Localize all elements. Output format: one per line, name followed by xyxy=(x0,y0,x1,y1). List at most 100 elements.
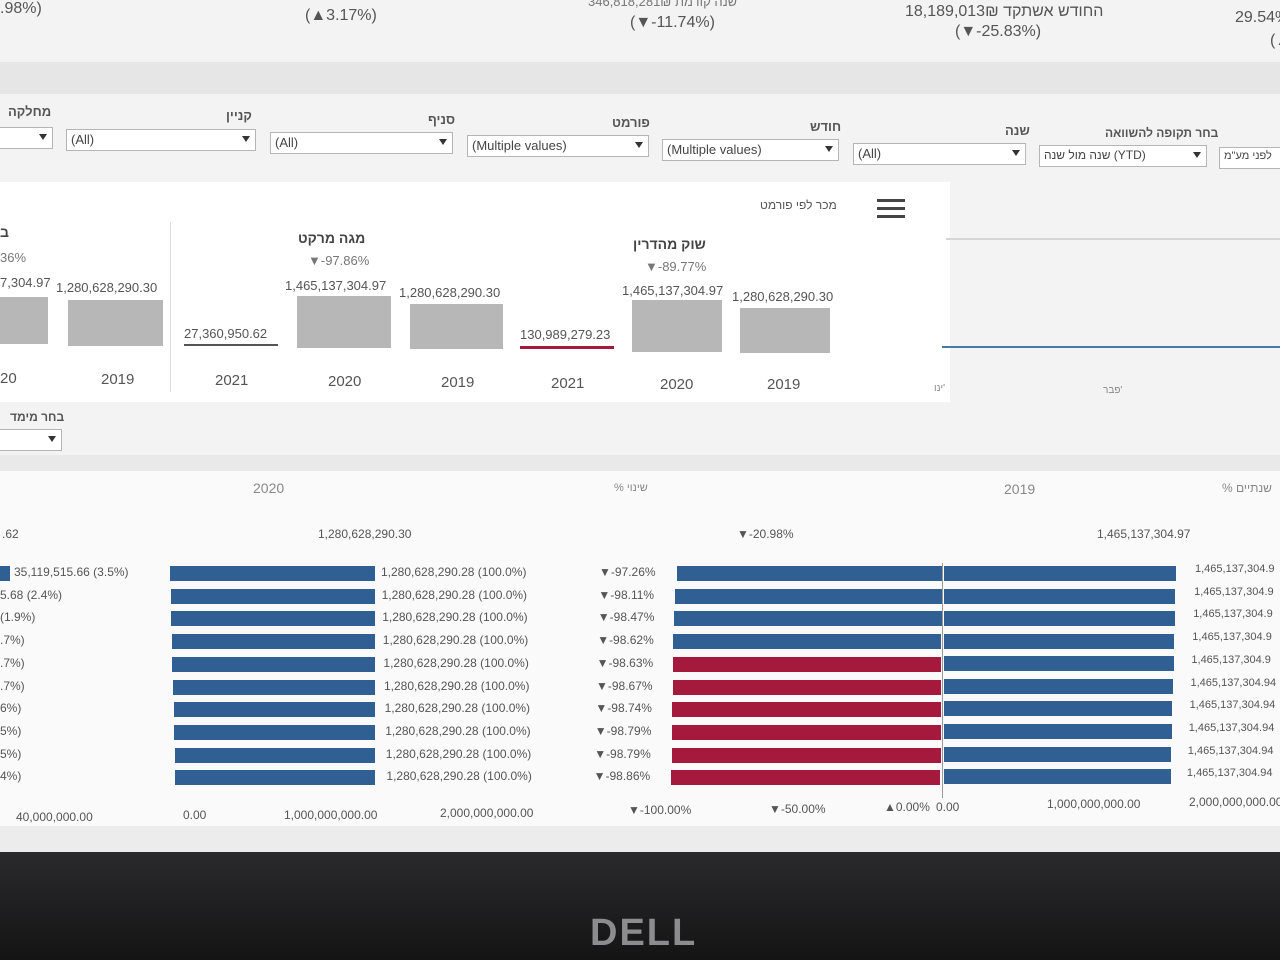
format-bar-left-2019[interactable] xyxy=(68,300,163,346)
row-value-2019: 1,465,137,304.94 xyxy=(1190,676,1277,689)
total-2019: 1,465,137,304.97 xyxy=(1097,527,1191,541)
kpi-prev-year: שנה קודמת 346,818,281₪ xyxy=(588,0,738,9)
kpi-change-3: (▼-25.83%) xyxy=(955,23,1042,40)
bar-2019[interactable] xyxy=(944,633,1175,649)
row-value-2019: 1,465,137,304.9 xyxy=(1193,608,1273,621)
dimension-select[interactable] xyxy=(0,429,62,451)
bar-value-shuk-2021: 130,989,279.23 xyxy=(520,327,611,342)
bar-change[interactable] xyxy=(673,634,942,650)
filter-compare-period-select[interactable]: שנה מול שנה (YTD) xyxy=(1039,145,1207,167)
filter-label-format: פורמט xyxy=(612,115,650,130)
row-change-label: ▼-98.47% xyxy=(597,610,655,625)
format-bar-left-2020[interactable] xyxy=(0,297,48,344)
bar-2020[interactable] xyxy=(174,724,375,740)
filter-format-select[interactable]: (Multiple values) xyxy=(467,135,649,157)
bar-2019[interactable] xyxy=(944,656,1174,672)
bar-2019[interactable] xyxy=(944,769,1171,785)
bar-2019[interactable] xyxy=(944,566,1176,581)
filter-year-select[interactable]: (All) xyxy=(853,143,1026,165)
bar-change[interactable] xyxy=(672,679,942,695)
hamburger-menu-icon[interactable] xyxy=(877,197,905,219)
bar-2019[interactable] xyxy=(944,588,1176,604)
filter-label-month: חודש xyxy=(810,119,842,134)
format-bar-mega-2021[interactable] xyxy=(184,344,278,346)
format-chart-panel xyxy=(0,182,950,402)
kpi-right-pct: 29.54% xyxy=(1235,9,1280,26)
format-bar-shuk-2020[interactable] xyxy=(632,300,722,352)
format-group-change-mega: ▼-97.86% xyxy=(308,253,370,268)
row-value-2020: 1,280,628,290.28 (100.0%) xyxy=(384,701,531,716)
row-change-label: ▼-98.74% xyxy=(595,701,652,716)
bar-2019[interactable] xyxy=(944,678,1173,694)
filter-buyer-select[interactable]: (All) xyxy=(66,129,256,151)
bar-change[interactable] xyxy=(672,702,941,718)
header-band xyxy=(0,62,1280,94)
chevron-down-icon xyxy=(1193,152,1201,158)
bar-change[interactable] xyxy=(673,656,942,672)
bar-2020[interactable] xyxy=(175,770,375,786)
share-bar[interactable] xyxy=(0,566,10,581)
filter-department-select[interactable] xyxy=(0,127,53,149)
axis-change-tick-2: ▲0.00% xyxy=(884,800,930,814)
bar-2020[interactable] xyxy=(170,566,375,581)
chevron-down-icon xyxy=(1012,150,1020,156)
line-chart-gridline xyxy=(946,238,1280,240)
kpi-right-suffix: (▲ xyxy=(1270,32,1280,49)
total-2020: 1,280,628,290.30 xyxy=(318,527,412,541)
bar-2020[interactable] xyxy=(174,747,375,763)
filter-month-select[interactable]: (Multiple values) xyxy=(662,139,839,161)
row-change-label: ▼-98.11% xyxy=(598,587,655,602)
bar-change[interactable] xyxy=(674,588,942,604)
row-value-2020: 1,280,628,290.28 (100.0%) xyxy=(381,587,528,602)
dashboard-screen: .98%) (▲3.17%) שנה קודמת 346,818,281₪ (▼… xyxy=(0,0,1280,852)
filter-label-branch: סניף xyxy=(428,112,456,127)
format-group-title-left: ב xyxy=(0,224,9,240)
format-group-change-shuk: ▼-89.77% xyxy=(645,259,707,274)
row-value-2019: 1,465,137,304.9 xyxy=(1194,585,1274,598)
filter-branch-select[interactable]: (All) xyxy=(270,132,453,154)
row-left-label: 5%) xyxy=(0,746,22,761)
bar-2019[interactable] xyxy=(944,746,1172,762)
row-left-label: 5.68 (2.4%) xyxy=(0,587,63,602)
kpi-left-pct: .98%) xyxy=(0,0,42,17)
filter-label-year: שנה xyxy=(1005,123,1030,138)
format-bar-mega-2020[interactable] xyxy=(297,296,391,348)
bar-change[interactable] xyxy=(673,611,942,627)
row-value-2020: 1,280,628,290.28 (100.0%) xyxy=(385,746,532,761)
dimension-select-label: בחר מימד xyxy=(10,410,65,424)
format-group-title-mega: מגה מרקט xyxy=(298,230,366,246)
bar-value-left-2020: 7,304.97 xyxy=(0,275,51,290)
chevron-down-icon xyxy=(635,142,643,148)
line-chart-series xyxy=(942,346,1280,348)
bar-2020[interactable] xyxy=(172,656,375,672)
format-bar-shuk-2019[interactable] xyxy=(740,308,830,353)
axis-2020-tick-1: 1,000,000,000.00 xyxy=(284,808,378,822)
filter-vat-select[interactable]: לפני מע"מ xyxy=(1219,147,1280,169)
bar-2019[interactable] xyxy=(944,701,1173,717)
format-bar-mega-2019[interactable] xyxy=(410,304,503,349)
bar-change[interactable] xyxy=(672,724,941,740)
row-change-label: ▼-98.67% xyxy=(596,678,653,693)
bar-change[interactable] xyxy=(671,747,941,763)
year-label-mega-2019: 2019 xyxy=(441,374,475,391)
bar-value-shuk-2020: 1,465,137,304.97 xyxy=(622,283,724,298)
axis-2019-tick-0: 0.00 xyxy=(936,800,960,814)
axis-change-tick-0: ▼-100.00% xyxy=(628,803,692,817)
row-value-2020: 1,280,628,290.28 (100.0%) xyxy=(386,769,532,784)
bar-2019[interactable] xyxy=(944,611,1175,627)
row-change-label: ▼-97.26% xyxy=(599,565,656,579)
row-change-label: ▼-98.63% xyxy=(596,655,654,670)
row-left-label: (1.9%) xyxy=(0,610,36,625)
row-change-label: ▼-98.86% xyxy=(593,769,651,784)
bar-2020[interactable] xyxy=(173,679,375,695)
total-left: .62 xyxy=(2,527,19,541)
bar-2019[interactable] xyxy=(944,724,1172,740)
axis-2019-tick-2: 2,000,000,000.00 xyxy=(1189,795,1280,809)
bar-2020[interactable] xyxy=(170,588,375,604)
bar-2020[interactable] xyxy=(171,634,375,650)
bar-change[interactable] xyxy=(677,566,942,581)
bar-2020[interactable] xyxy=(171,611,375,627)
bar-2020[interactable] xyxy=(173,702,375,718)
format-bar-shuk-2021[interactable] xyxy=(520,346,614,349)
bar-change[interactable] xyxy=(671,770,941,786)
